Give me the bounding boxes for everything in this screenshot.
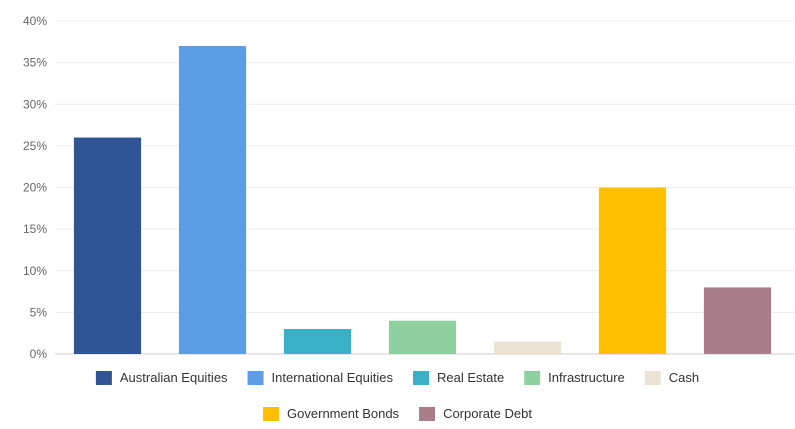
y-tick-label: 25% bbox=[23, 139, 47, 153]
y-tick-label: 35% bbox=[23, 56, 47, 70]
y-axis-ticks: 0% 5% 10% 15% 20% 25% 30% 35% 40% bbox=[23, 14, 47, 361]
legend-item-government-bonds[interactable]: Government Bonds bbox=[263, 406, 400, 421]
y-tick-label: 15% bbox=[23, 222, 47, 236]
bar-government-bonds[interactable] bbox=[598, 187, 667, 355]
y-tick-label: 40% bbox=[23, 14, 47, 28]
bar-infrastructure[interactable] bbox=[388, 320, 457, 354]
y-tick-label: 20% bbox=[23, 181, 47, 195]
legend-item-real-estate[interactable]: Real Estate bbox=[412, 370, 504, 385]
y-tick-label: 0% bbox=[30, 347, 48, 361]
bar-real-estate[interactable] bbox=[283, 329, 352, 354]
legend-label: Cash bbox=[669, 370, 699, 385]
y-tick-label: 10% bbox=[23, 264, 47, 278]
legend-item-international-equities[interactable]: International Equities bbox=[247, 370, 394, 385]
legend-swatch bbox=[247, 371, 264, 385]
bar-australian-equities[interactable] bbox=[73, 137, 142, 354]
legend-item-australian-equities[interactable]: Australian Equities bbox=[95, 370, 228, 385]
legend-swatch bbox=[412, 371, 429, 385]
bar-international-equities[interactable] bbox=[178, 45, 247, 354]
bars bbox=[73, 45, 772, 355]
legend: Australian Equities International Equitie… bbox=[95, 370, 699, 421]
legend-label: Australian Equities bbox=[120, 370, 228, 385]
legend-label: Infrastructure bbox=[548, 370, 625, 385]
legend-item-infrastructure[interactable]: Infrastructure bbox=[524, 370, 625, 385]
legend-label: Corporate Debt bbox=[443, 406, 532, 421]
legend-swatch bbox=[524, 371, 541, 385]
legend-swatch bbox=[644, 371, 661, 385]
legend-item-cash[interactable]: Cash bbox=[644, 370, 699, 385]
legend-swatch bbox=[263, 407, 280, 421]
y-tick-label: 30% bbox=[23, 97, 47, 111]
legend-label: Government Bonds bbox=[287, 406, 400, 421]
legend-swatch bbox=[419, 407, 436, 421]
legend-label: International Equities bbox=[272, 370, 394, 385]
bar-cash[interactable] bbox=[493, 341, 562, 354]
y-tick-label: 5% bbox=[30, 305, 48, 319]
legend-swatch bbox=[95, 371, 112, 385]
gridlines bbox=[55, 20, 795, 355]
bar-corporate-debt[interactable] bbox=[703, 287, 772, 354]
legend-item-corporate-debt[interactable]: Corporate Debt bbox=[419, 406, 532, 421]
legend-label: Real Estate bbox=[437, 370, 504, 385]
